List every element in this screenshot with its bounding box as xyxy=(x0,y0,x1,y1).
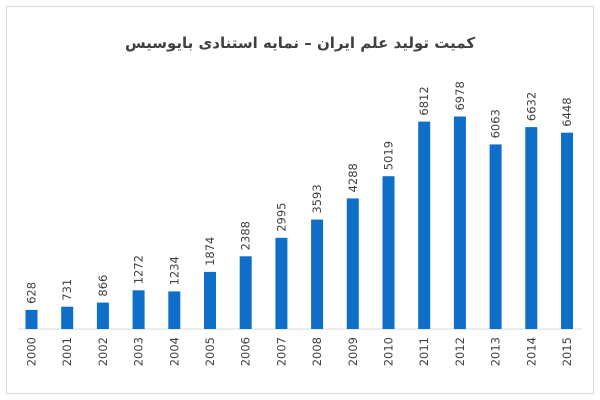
x-tick-label-2004: 2004 xyxy=(167,337,181,366)
bar-2000 xyxy=(25,309,38,329)
x-tick-label-2015: 2015 xyxy=(560,337,574,366)
data-label-2013: 6063 xyxy=(489,109,503,138)
bar-2007 xyxy=(275,237,288,329)
data-label-2014: 6632 xyxy=(524,92,538,121)
bar-2008 xyxy=(311,219,324,329)
x-tick-label-2001: 2001 xyxy=(60,337,74,366)
bar-2010 xyxy=(382,176,395,329)
x-tick-label-2009: 2009 xyxy=(346,337,360,366)
bar-2011 xyxy=(418,121,431,329)
bar-2006 xyxy=(239,256,252,329)
data-label-2009: 4288 xyxy=(346,163,360,192)
x-tick-label-2002: 2002 xyxy=(96,337,110,366)
chart-title: کمیت تولید علم ایران – نمایه استنادی بای… xyxy=(124,34,476,52)
x-tick-label-2007: 2007 xyxy=(274,337,288,366)
x-tick-label-2012: 2012 xyxy=(453,337,467,366)
x-tick-label-2008: 2008 xyxy=(310,337,324,366)
x-tick-label-2003: 2003 xyxy=(132,337,146,366)
data-label-2001: 731 xyxy=(60,279,74,301)
data-label-2000: 628 xyxy=(25,282,39,304)
x-tick-label-2013: 2013 xyxy=(489,337,503,366)
bar-2003 xyxy=(132,290,145,329)
bar-2005 xyxy=(204,271,216,329)
data-label-2007: 2995 xyxy=(274,203,288,232)
data-label-2005: 1874 xyxy=(203,237,217,266)
data-label-2004: 1234 xyxy=(167,256,181,285)
data-label-2010: 5019 xyxy=(382,141,396,170)
bar-2012 xyxy=(453,116,466,329)
data-label-2002: 866 xyxy=(96,275,110,297)
data-label-2006: 2388 xyxy=(239,221,253,250)
x-tick-label-2000: 2000 xyxy=(25,337,39,366)
x-tick-label-2014: 2014 xyxy=(524,337,538,366)
bar-2001 xyxy=(61,306,74,329)
x-tick-label-2005: 2005 xyxy=(203,337,217,366)
x-tick-label-2011: 2011 xyxy=(417,337,431,366)
bar-2009 xyxy=(346,198,359,329)
bar-2015 xyxy=(561,132,573,329)
bar-2013 xyxy=(489,144,502,329)
bar-2002 xyxy=(96,302,109,329)
data-label-2003: 1272 xyxy=(132,255,146,284)
data-label-2011: 6812 xyxy=(417,86,431,115)
bar-2014 xyxy=(525,127,538,329)
data-label-2015: 6448 xyxy=(560,97,574,126)
bar-2004 xyxy=(168,291,181,329)
x-tick-label-2006: 2006 xyxy=(239,337,253,366)
x-tick-label-2010: 2010 xyxy=(382,337,396,366)
data-label-2012: 6978 xyxy=(453,81,467,110)
data-label-2008: 3593 xyxy=(310,184,324,213)
